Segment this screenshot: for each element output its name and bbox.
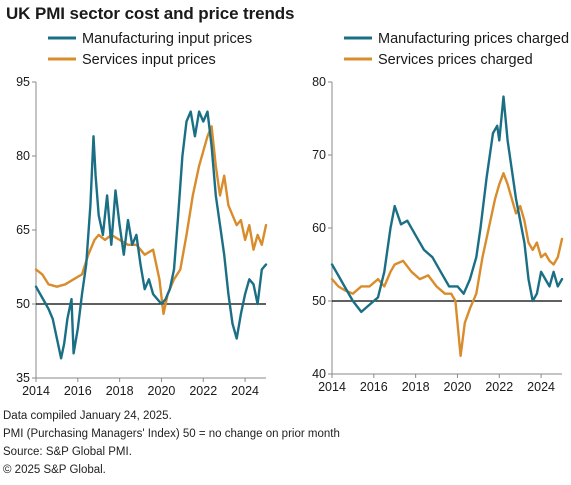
right-y-tick-label: 50 (312, 294, 326, 308)
right-x-tick-label: 2014 (318, 380, 346, 394)
right-legend-label-services: Services prices charged (378, 52, 533, 68)
footnote-pmi-definition: PMI (Purchasing Managers' Index) 50 = no… (3, 428, 340, 440)
left-x-tick-label: 2018 (106, 384, 134, 398)
right-y-tick-label: 60 (312, 221, 326, 235)
right-x-tick-label: 2016 (360, 380, 388, 394)
left-series-manufacturing-line (34, 110, 268, 360)
footnote-compiled: Data compiled January 24, 2025. (3, 410, 172, 422)
right-y-tick-label: 40 (312, 367, 326, 381)
left-legend-label-manufacturing: Manufacturing input prices (82, 31, 252, 47)
footnote-source: Source: S&P Global PMI. (3, 446, 132, 458)
page-title: UK PMI sector cost and price trends (6, 4, 295, 23)
footnote-copyright: © 2025 S&P Global. (3, 464, 106, 476)
right-x-tick-label: 2024 (527, 380, 555, 394)
left-y-tick-label: 95 (16, 75, 30, 89)
left-y-tick-label: 65 (16, 223, 30, 237)
right-series-manufacturing-line (330, 95, 564, 314)
left-y-tick-label: 50 (16, 297, 30, 311)
left-x-tick-label: 2022 (189, 384, 217, 398)
right-legend-label-manufacturing: Manufacturing prices charged (378, 31, 569, 47)
right-x-tick-label: 2018 (402, 380, 430, 394)
right-x-tick-label: 2020 (444, 380, 472, 394)
right-x-tick-label: 2022 (485, 380, 513, 394)
right-y-tick-label: 70 (312, 148, 326, 162)
right-y-tick-label: 80 (312, 75, 326, 89)
left-y-tick-label: 80 (16, 149, 30, 163)
left-x-tick-label: 2014 (22, 384, 50, 398)
left-y-tick-label: 35 (16, 371, 30, 385)
left-x-tick-label: 2016 (64, 384, 92, 398)
left-legend-label-services: Services input prices (82, 52, 216, 68)
left-x-tick-label: 2024 (231, 384, 259, 398)
left-x-tick-label: 2020 (148, 384, 176, 398)
